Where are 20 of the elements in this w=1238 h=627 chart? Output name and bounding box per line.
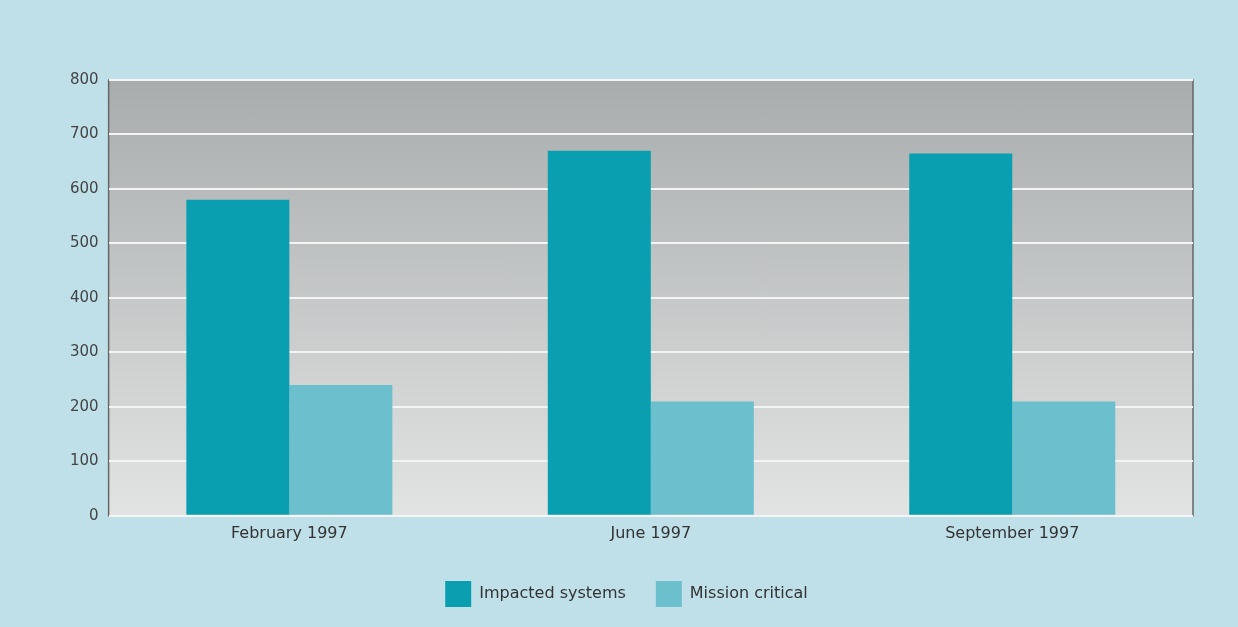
x-tick-label: September 1997	[945, 522, 1080, 542]
bar	[289, 385, 393, 515]
y-tick-label: 200	[69, 396, 99, 415]
legend-label: Mission critical	[689, 583, 808, 603]
y-tick-label: 600	[69, 178, 99, 197]
bar	[650, 401, 754, 515]
y-tick-label: 700	[69, 124, 99, 143]
bar	[1012, 401, 1116, 515]
y-tick-label: 800	[69, 69, 99, 88]
y-tick-label: 0	[89, 505, 99, 524]
bar	[547, 150, 651, 515]
bar	[909, 153, 1013, 515]
y-tick-label: 500	[69, 233, 99, 252]
bar	[186, 199, 290, 515]
legend-label: Impacted systems	[479, 583, 626, 603]
y-tick-label: 300	[69, 342, 99, 361]
x-tick-label: June 1997	[609, 522, 692, 542]
x-tick-label: February 1997	[231, 522, 348, 542]
y-tick-label: 400	[69, 287, 99, 306]
y-tick-label: 100	[69, 451, 99, 470]
